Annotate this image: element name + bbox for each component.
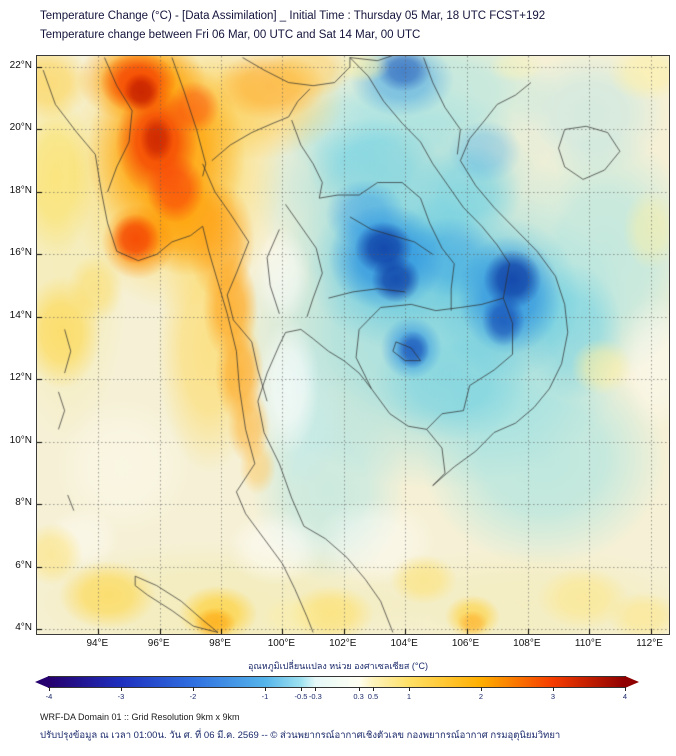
y-axis-label: 16°N — [9, 247, 32, 259]
x-axis-label: 104°E — [390, 638, 418, 649]
colorbar-tick-label: -1 — [261, 692, 269, 701]
colorbar-tick-mark — [301, 687, 302, 691]
colorbar-tick-mark — [481, 687, 482, 691]
colorbar-title: อุณหภูมิเปลี่ยนแปลง หน่วย องศาเซลเซียส (… — [248, 661, 428, 671]
x-axis-label: 94°E — [86, 638, 109, 649]
colorbar-tick-mark — [49, 687, 50, 691]
colorbar-tick-mark — [193, 687, 194, 691]
y-axis-label: 22°N — [9, 59, 32, 71]
colorbar-tick-label: 2 — [478, 692, 484, 701]
colorbar-tick-mark — [373, 687, 374, 691]
colorbar-right-arrow-icon — [625, 676, 639, 688]
y-axis-label: 6°N — [15, 559, 32, 571]
colorbar-tick-mark — [121, 687, 122, 691]
colorbar-tick-mark — [315, 687, 317, 691]
x-axis-label: 108°E — [513, 638, 541, 649]
y-axis-label: 14°N — [9, 309, 32, 321]
colorbar: -4 -3 -2 -1 -0.5 -0.3 0.3 0.5 1 2 3 4 — [35, 676, 639, 701]
x-axis-label: 96°E — [147, 638, 170, 649]
y-axis-label: 8°N — [15, 497, 32, 509]
colorbar-tick-label: 3 — [550, 692, 556, 701]
colorbar-tick-label: -0.3 — [308, 692, 322, 701]
colorbar-tick-label: 1 — [406, 692, 412, 701]
x-axis-label: 112°E — [636, 638, 663, 649]
colorbar-tick-mark — [358, 687, 360, 691]
map-plot-area — [36, 55, 670, 635]
x-axis-label: 106°E — [451, 638, 480, 649]
colorbar-tick-label: -3 — [117, 692, 125, 701]
colorbar-gradient — [49, 677, 625, 687]
colorbar-tick-label: 0.5 — [367, 692, 379, 701]
x-axis-label: 110°E — [574, 638, 602, 649]
colorbar-tick-label: -0.5 — [294, 692, 308, 701]
colorbar-tick-mark — [625, 687, 626, 691]
footer-credit: ปรับปรุงข้อมูล ณ เวลา 01:00น. วัน ศ. ที่… — [40, 730, 561, 741]
y-axis-label: 12°N — [9, 372, 32, 384]
map-canvas — [37, 56, 669, 634]
colorbar-left-arrow-icon — [35, 676, 49, 688]
page-subtitle: Temperature change between Fri 06 Mar, 0… — [40, 29, 421, 41]
x-axis-label: 98°E — [209, 638, 231, 649]
y-axis-label: 10°N — [9, 434, 32, 446]
colorbar-tick-label: 4 — [622, 692, 628, 701]
y-axis-label: 20°N — [9, 122, 32, 134]
colorbar-tick-label: -4 — [45, 692, 53, 701]
colorbar-tick-label: 0.3 — [353, 692, 364, 701]
colorbar-tick-label: -2 — [189, 692, 197, 701]
y-axis-label: 4°N — [15, 622, 32, 634]
footer-domain-info: WRF-DA Domain 01 :: Grid Resolution 9km … — [40, 712, 240, 722]
colorbar-tick-mark — [553, 687, 554, 691]
colorbar-tick-mark — [409, 687, 410, 691]
x-axis-label: 102°E — [329, 638, 357, 649]
colorbar-tick-mark — [265, 687, 266, 691]
y-axis-label: 18°N — [9, 184, 32, 196]
x-axis-label: 100°E — [267, 638, 296, 649]
page-title: Temperature Change (°C) - [Data Assimila… — [40, 10, 546, 22]
